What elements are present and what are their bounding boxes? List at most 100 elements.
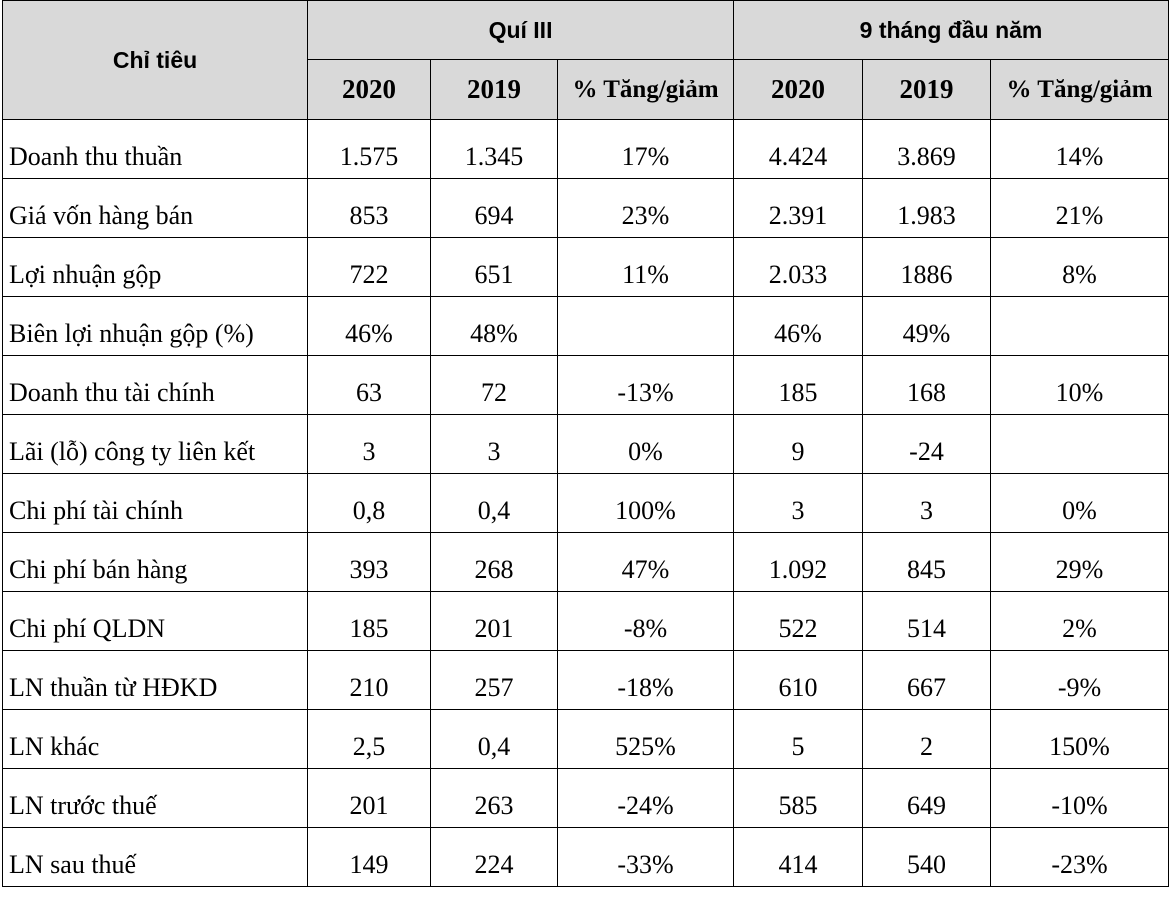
table-row: Giá vốn hàng bán 853 694 23% 2.391 1.983 21%: [2, 178, 1170, 238]
cell: 0,4: [430, 709, 558, 769]
cell: 585: [733, 768, 864, 828]
cell: 268: [430, 532, 558, 592]
cell: 845: [862, 532, 992, 592]
cell: -24: [862, 414, 992, 474]
cell: 23%: [556, 178, 735, 238]
column-header: 2019: [862, 59, 992, 120]
table-row: LN thuần từ HĐKD 210 257 -18% 610 667 -9%: [2, 650, 1170, 710]
cell: 224: [430, 827, 558, 887]
row-label: Doanh thu thuần: [2, 119, 308, 179]
cell: 63: [307, 355, 431, 415]
cell: 0,4: [430, 473, 558, 533]
row-label: Biên lợi nhuận gộp (%): [2, 296, 308, 356]
row-label: Lãi (lỗ) công ty liên kết: [2, 414, 308, 474]
cell: 8%: [990, 237, 1170, 297]
cell: 2: [862, 709, 992, 769]
table-row: Chi phí bán hàng 393 268 47% 1.092 845 29%: [2, 532, 1170, 592]
cell: -23%: [990, 827, 1170, 887]
cell: 11%: [556, 237, 735, 297]
header-group: Quí III: [306, 0, 735, 60]
table-row: LN khác 2,5 0,4 525% 5 2 150%: [2, 709, 1170, 769]
table-row: Chi phí tài chính 0,8 0,4 100% 3 3 0%: [2, 473, 1170, 533]
cell: 1.983: [862, 178, 992, 238]
row-label: Chi phí QLDN: [2, 591, 308, 651]
header-group: 9 tháng đầu năm: [733, 0, 1170, 60]
cell: 525%: [556, 709, 735, 769]
cell: 649: [862, 768, 992, 828]
cell: 47%: [556, 532, 735, 592]
row-label: Lợi nhuận gộp: [2, 237, 308, 297]
cell: 2.391: [733, 178, 864, 238]
cell: 100%: [556, 473, 735, 533]
cell: 72: [430, 355, 558, 415]
cell: -18%: [556, 650, 735, 710]
cell: [990, 414, 1170, 474]
cell: 651: [430, 237, 558, 297]
table-row: Lợi nhuận gộp 722 651 11% 2.033 1886 8%: [2, 237, 1170, 297]
cell: 3: [430, 414, 558, 474]
header-row: 2020 2019% Tăng/giảm 2020 2019% Tăng/giảm: [3, 59, 1170, 120]
financial-table: Chỉ tiêu Quí III 9 tháng đầu năm 2020 201…: [2, 0, 1170, 887]
cell: -10%: [990, 768, 1170, 828]
cell: 10%: [990, 355, 1170, 415]
cell: 610: [733, 650, 864, 710]
cell: 414: [733, 827, 864, 887]
cell: 853: [307, 178, 431, 238]
header-label: Chỉ tiêu: [2, 0, 308, 120]
cell: 667: [862, 650, 992, 710]
cell: 514: [862, 591, 992, 651]
cell: -8%: [556, 591, 735, 651]
cell: 694: [430, 178, 558, 238]
cell: 1.575: [307, 119, 431, 179]
column-header: 2020: [733, 59, 864, 120]
table-body: Doanh thu thuần 1.575 1.345 17% 4.424 3.869 14…: [2, 119, 1170, 887]
table-row: Biên lợi nhuận gộp (%) 46% 48% 46% 49%: [2, 296, 1170, 356]
cell: 5: [733, 709, 864, 769]
table-row: Doanh thu tài chính 63 72 -13% 185 168 10%: [2, 355, 1170, 415]
cell: 1.345: [430, 119, 558, 179]
cell: 0%: [990, 473, 1170, 533]
cell: -9%: [990, 650, 1170, 710]
row-label: Chi phí tài chính: [2, 473, 308, 533]
cell: 149: [307, 827, 431, 887]
cell: 1886: [862, 237, 992, 297]
row-label: Doanh thu tài chính: [2, 355, 308, 415]
table-row: LN sau thuế 149 224 -33% 414 540 -23%: [2, 827, 1170, 887]
cell: 14%: [990, 119, 1170, 179]
cell: [990, 296, 1170, 356]
cell: 2.033: [733, 237, 864, 297]
column-header: % Tăng/giảm: [556, 59, 735, 120]
row-label: LN sau thuế: [2, 827, 308, 887]
cell: 0%: [556, 414, 735, 474]
table-header: Chỉ tiêu Quí III 9 tháng đầu năm 2020 201…: [2, 0, 1170, 120]
row-label: Giá vốn hàng bán: [2, 178, 308, 238]
table-row: Doanh thu thuần 1.575 1.345 17% 4.424 3.869 14…: [2, 119, 1170, 179]
cell: 185: [733, 355, 864, 415]
cell: 168: [862, 355, 992, 415]
cell: 2%: [990, 591, 1170, 651]
column-header: 2019: [430, 59, 558, 120]
cell: 48%: [430, 296, 558, 356]
cell: 4.424: [733, 119, 864, 179]
cell: 49%: [862, 296, 992, 356]
cell: -33%: [556, 827, 735, 887]
cell: [556, 296, 735, 356]
header-row: Chỉ tiêu Quí III 9 tháng đầu năm: [2, 0, 1170, 120]
cell: 2,5: [307, 709, 431, 769]
cell: 540: [862, 827, 992, 887]
row-label: Chi phí bán hàng: [2, 532, 308, 592]
table-row: Chi phí QLDN 185 201 -8% 522 514 2%: [2, 591, 1170, 651]
cell: 722: [307, 237, 431, 297]
cell: 185: [307, 591, 431, 651]
cell: 3: [862, 473, 992, 533]
cell: 29%: [990, 532, 1170, 592]
cell: 150%: [990, 709, 1170, 769]
cell: 46%: [733, 296, 864, 356]
cell: 263: [430, 768, 558, 828]
column-header: 2020: [307, 59, 431, 120]
cell: 0,8: [307, 473, 431, 533]
cell: 201: [307, 768, 431, 828]
cell: 21%: [990, 178, 1170, 238]
row-label: LN thuần từ HĐKD: [2, 650, 308, 710]
